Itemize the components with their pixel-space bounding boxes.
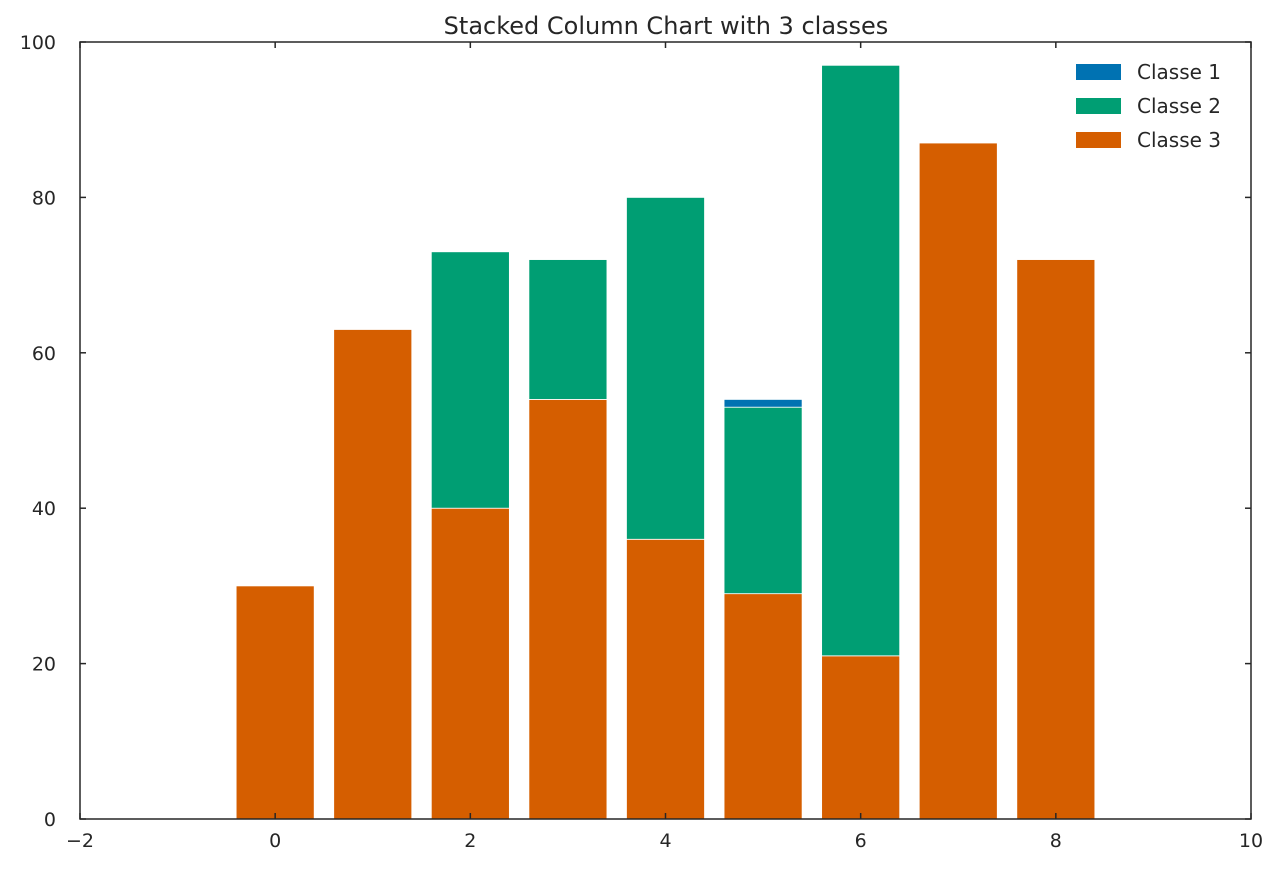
bar-classe-3-x6 [821, 655, 901, 820]
legend-label-classe-2: Classe 2 [1137, 94, 1221, 118]
bar-classe-3-x8 [1016, 259, 1096, 820]
bar-classe-3-x3 [528, 399, 608, 820]
x-tick-label: −2 [66, 830, 94, 852]
legend-swatch-classe-2 [1076, 98, 1121, 114]
bar-classe-1-x5 [723, 399, 803, 408]
y-tick-label: 40 [32, 498, 56, 520]
legend-swatch-classe-3 [1076, 132, 1121, 148]
bar-classe-3-x2 [430, 507, 510, 820]
bar-classe-3-x0 [235, 585, 315, 820]
bar-classe-3-x5 [723, 593, 803, 820]
bar-classe-3-x7 [918, 142, 998, 820]
x-tick-label: 0 [269, 830, 281, 852]
y-tick-label: 100 [20, 32, 56, 54]
bar-classe-2-x3 [528, 259, 608, 400]
legend-swatch-classe-1 [1076, 64, 1121, 80]
bar-classe-3-x4 [626, 538, 705, 820]
bars-layer [235, 64, 1096, 820]
bar-classe-2-x6 [821, 64, 901, 657]
x-tick-label: 6 [855, 830, 867, 852]
y-tick-label: 20 [32, 654, 56, 676]
x-tick-label: 10 [1239, 830, 1263, 852]
bar-classe-3-x1 [333, 329, 413, 820]
legend-label-classe-3: Classe 3 [1137, 128, 1221, 152]
y-tick-label: 60 [32, 343, 56, 365]
y-tick-label: 0 [44, 809, 56, 831]
legend-label-classe-1: Classe 1 [1137, 60, 1221, 84]
chart-title: Stacked Column Chart with 3 classes [444, 12, 889, 40]
bar-classe-2-x4 [626, 196, 705, 540]
y-tick-label: 80 [32, 187, 56, 209]
x-tick-label: 2 [464, 830, 476, 852]
x-tick-label: 4 [659, 830, 671, 852]
legend: Classe 1 Classe 2 Classe 3 [1076, 60, 1221, 152]
x-tick-label: 8 [1050, 830, 1062, 852]
bar-classe-2-x5 [723, 406, 803, 595]
bar-classe-2-x2 [430, 251, 510, 509]
